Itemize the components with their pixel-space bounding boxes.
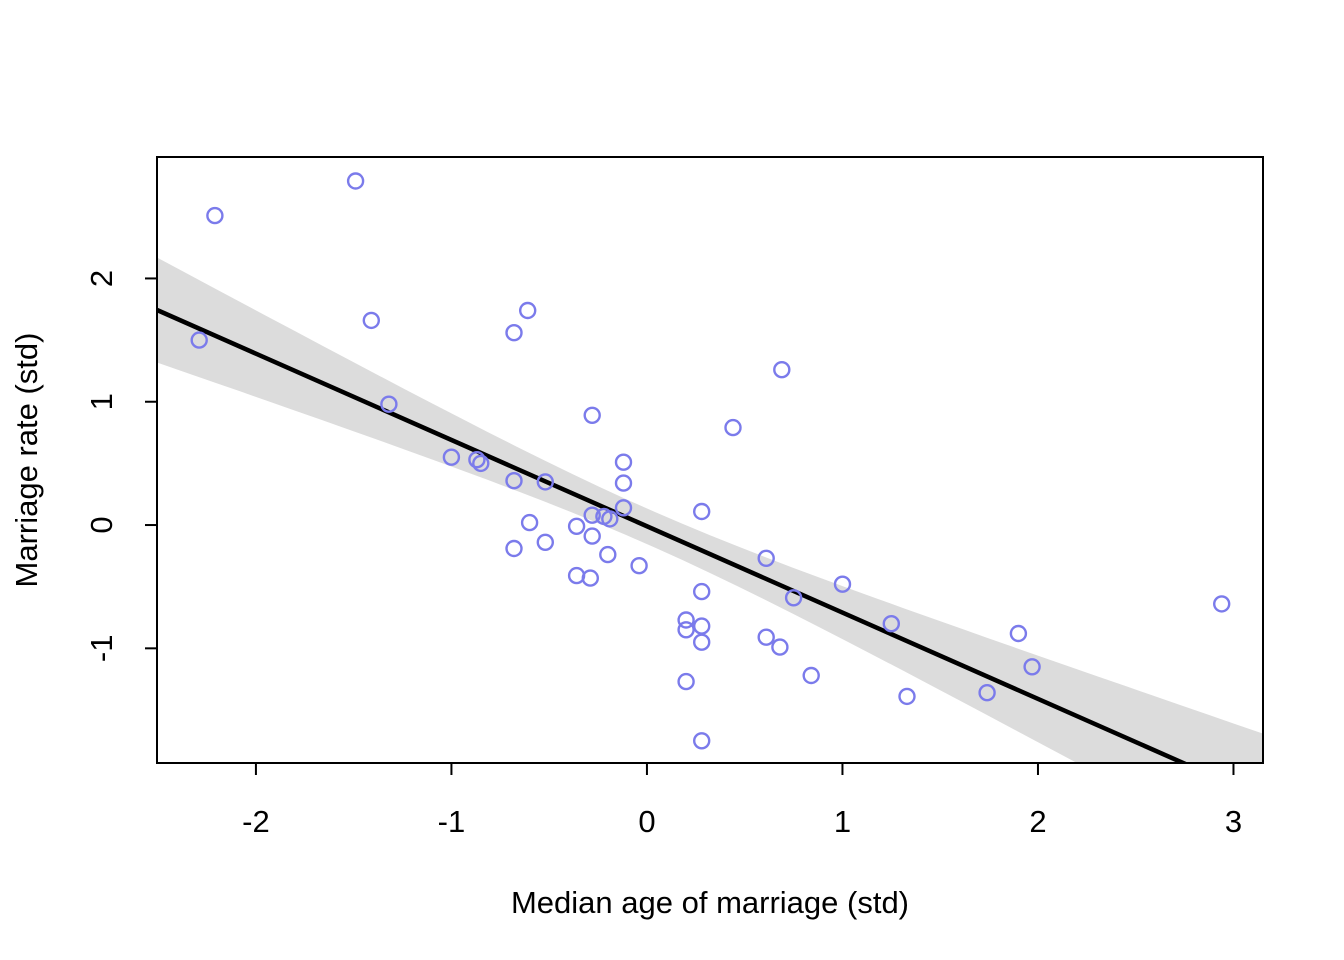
y-axis-ticks: -1 0 1 2: [84, 270, 157, 662]
y-tick-label: 1: [84, 393, 119, 410]
scatter-point: [505, 324, 523, 342]
regression-line-group: [157, 307, 1189, 763]
scatter-point: [380, 395, 398, 413]
y-tick-label: -1: [84, 635, 119, 663]
x-tick-label: 3: [1225, 804, 1242, 839]
scatter-point: [505, 472, 523, 490]
scatter-point: [519, 301, 537, 320]
scatter-point: [757, 628, 775, 646]
scatter-point: [693, 617, 711, 635]
scatter-point: [601, 510, 619, 528]
scatter-point: [536, 533, 554, 551]
scatter-point: [693, 582, 711, 601]
scatter-point: [724, 418, 742, 437]
scatter-point: [1009, 624, 1028, 643]
confidence-band-polygon: [157, 257, 1263, 763]
scatter-point: [614, 499, 633, 517]
scatter-point: [520, 513, 539, 532]
scatter-point: [693, 732, 711, 750]
scatter-point: [773, 361, 791, 379]
y-tick-label: 2: [84, 270, 119, 287]
scatter-point: [784, 589, 803, 607]
scatter-point: [567, 566, 586, 585]
scatter-point: [583, 527, 601, 545]
scatter-point: [1212, 595, 1231, 613]
scatter-point: [581, 569, 599, 587]
scatter-point: [771, 638, 789, 656]
scatter-points: [190, 172, 1231, 750]
scatter-point: [630, 557, 648, 575]
x-tick-label: 1: [834, 804, 851, 839]
y-axis-title: Marriage rate (std): [9, 333, 44, 588]
x-tick-label: -2: [242, 804, 270, 839]
scatter-point: [346, 172, 365, 190]
scatter-point: [677, 672, 695, 691]
scatter-point: [599, 545, 617, 564]
scatter-point: [882, 615, 900, 633]
confidence-band: [157, 257, 1263, 763]
scatter-point: [677, 611, 695, 629]
scatter-point: [362, 311, 380, 330]
scatter-point: [614, 474, 633, 492]
y-tick-label: 0: [84, 516, 119, 533]
x-tick-label: -1: [438, 804, 466, 839]
scatter-point: [757, 549, 775, 567]
x-tick-label: 0: [638, 804, 655, 839]
scatter-point: [978, 684, 996, 702]
scatter-point: [614, 453, 633, 471]
scatter-point: [442, 448, 461, 466]
scatter-point: [505, 539, 523, 558]
x-tick-label: 2: [1029, 804, 1046, 839]
scatter-point: [536, 473, 554, 491]
scatter-point: [833, 575, 852, 593]
x-axis-title: Median age of marriage (std): [511, 885, 909, 920]
plot-border: [156, 156, 1264, 764]
scatter-point: [1023, 658, 1041, 676]
scatter-point: [583, 406, 601, 424]
scatter-point: [693, 633, 711, 651]
x-axis-ticks: -2 -1 0 1 2 3: [242, 763, 1242, 839]
scatter-point: [583, 506, 601, 524]
scatter-point: [802, 666, 820, 685]
scatter-point: [567, 517, 586, 535]
regression-line: [157, 307, 1189, 763]
scatter-point: [898, 687, 916, 706]
scatter-point: [693, 502, 711, 521]
scatter-point: [468, 451, 486, 469]
scatter-point: [677, 621, 695, 639]
scatter-point: [206, 206, 224, 225]
scatter-point: [190, 331, 208, 349]
scatter-point: [472, 454, 490, 473]
